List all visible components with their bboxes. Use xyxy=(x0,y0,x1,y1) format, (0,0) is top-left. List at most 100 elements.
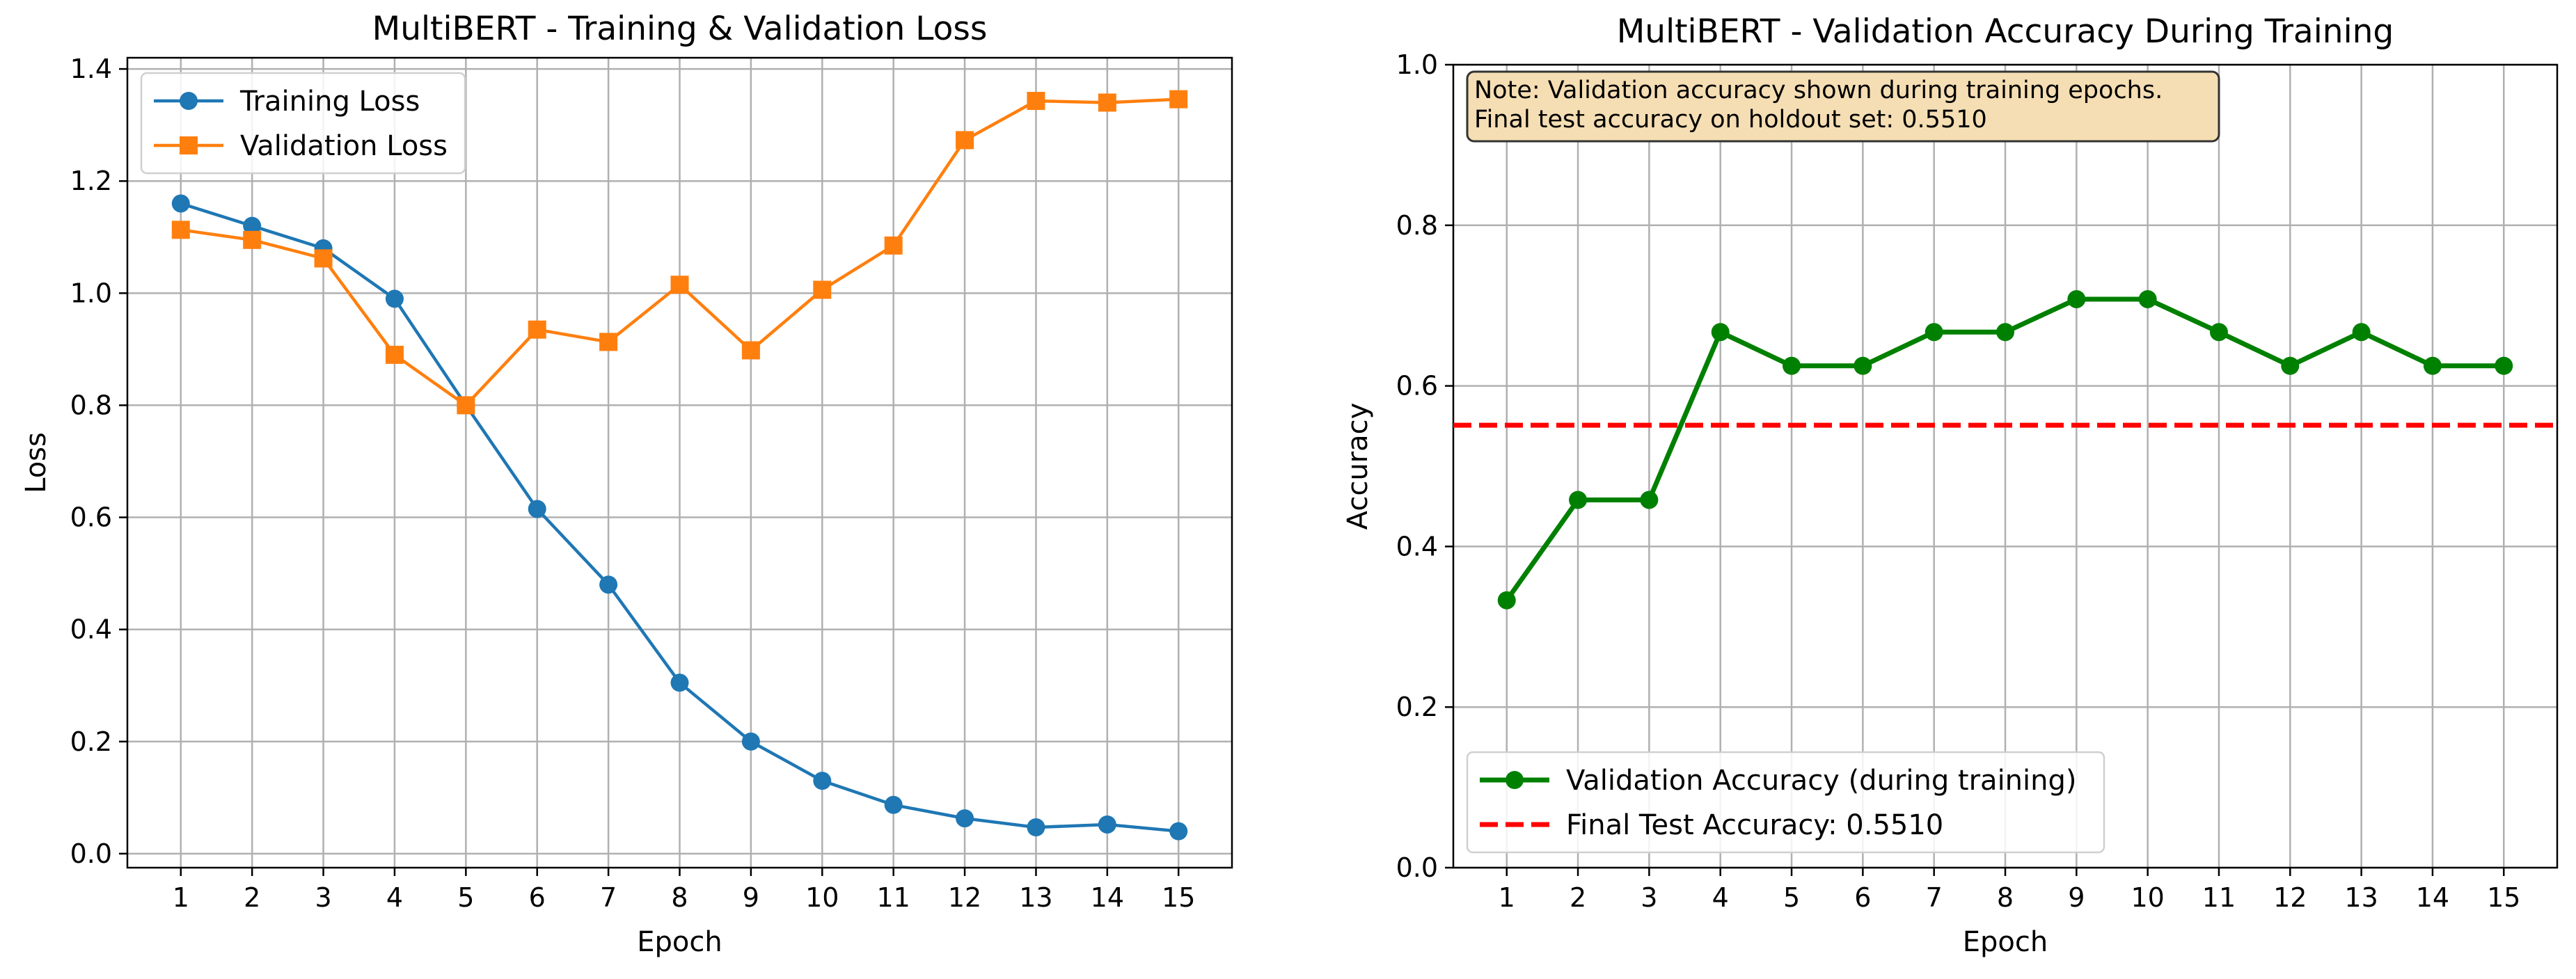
x-tick-label: 1 xyxy=(1499,882,1515,913)
data-point xyxy=(1497,591,1516,610)
data-point xyxy=(813,772,832,790)
data-point xyxy=(1640,491,1659,509)
note-box xyxy=(1466,70,2220,143)
data-point xyxy=(1027,818,1045,837)
x-tick-label: 7 xyxy=(600,882,617,913)
x-tick-label: 6 xyxy=(1854,882,1871,913)
legend: Validation Accuracy (during training) Fin… xyxy=(1466,751,2105,854)
x-tick-label: 7 xyxy=(1926,882,1943,913)
data-point xyxy=(457,396,475,415)
y-tick-label: 0.4 xyxy=(70,614,112,645)
data-point xyxy=(314,249,333,268)
data-point xyxy=(1169,90,1188,109)
chart-panel-1: 1 2 3 4 5 6 7 8 9 10 11 12 13 14 150.00.20.40.60.81.01… xyxy=(20,10,1233,958)
legend-label: Validation Loss xyxy=(240,130,448,162)
y-axis-label: Accuracy xyxy=(1342,403,1374,530)
data-point xyxy=(1996,323,2014,342)
data-point xyxy=(741,341,760,360)
x-tick-label: 2 xyxy=(244,882,260,913)
chart-panel-2: 1 2 3 4 5 6 7 8 9 10 11 12 13 14 150.00.20.40.60.81.0M… xyxy=(1342,13,2559,958)
legend-label: Validation Accuracy (during training) xyxy=(1566,765,2077,797)
y-tick-label: 0.0 xyxy=(1396,852,1438,883)
x-tick-label: 10 xyxy=(805,882,839,913)
x-tick-label: 1 xyxy=(173,882,189,913)
data-point xyxy=(2495,356,2513,375)
data-point xyxy=(1569,491,1588,509)
data-point xyxy=(171,194,190,213)
x-tick-label: 2 xyxy=(1570,882,1586,913)
data-point xyxy=(670,276,689,294)
y-tick-label: 0.4 xyxy=(1396,531,1438,562)
note-line: Final test accuracy on holdout set: 0.55… xyxy=(1474,106,1987,134)
legend-label: Training Loss xyxy=(239,86,420,118)
data-point xyxy=(2209,323,2228,342)
data-point xyxy=(2138,289,2157,308)
x-axis-label: Epoch xyxy=(1963,926,2048,958)
data-point xyxy=(599,575,618,594)
data-point xyxy=(956,131,974,150)
x-tick-label: 8 xyxy=(1997,882,2014,913)
y-tick-label: 0.2 xyxy=(1396,692,1438,722)
data-point xyxy=(1711,323,1730,342)
x-tick-label: 11 xyxy=(876,882,910,913)
data-point xyxy=(599,333,618,351)
note-line: Note: Validation accuracy shown during t… xyxy=(1474,77,2163,104)
data-point xyxy=(670,674,689,692)
data-point xyxy=(884,236,903,255)
data-point xyxy=(1027,92,1045,111)
legend-swatch-marker xyxy=(1506,771,1524,789)
y-tick-label: 0.6 xyxy=(70,502,112,533)
data-point xyxy=(385,345,404,364)
x-tick-label: 14 xyxy=(2416,882,2449,913)
x-tick-label: 12 xyxy=(948,882,981,913)
x-tick-label: 14 xyxy=(1091,882,1124,913)
y-tick-label: 0.8 xyxy=(70,390,112,420)
data-point xyxy=(813,280,832,299)
data-point xyxy=(171,221,190,239)
legend: Training Loss Validation Loss xyxy=(140,72,466,175)
x-tick-label: 3 xyxy=(1641,882,1657,913)
data-point xyxy=(385,289,404,308)
y-tick-label: 0.2 xyxy=(70,726,112,757)
note-annotation: Note: Validation accuracy shown during t… xyxy=(1466,70,2220,143)
data-point xyxy=(2281,356,2300,375)
data-point xyxy=(956,809,974,828)
x-tick-label: 13 xyxy=(2344,882,2378,913)
data-point xyxy=(1169,822,1188,841)
data-point xyxy=(1925,323,1943,342)
legend-swatch-marker xyxy=(180,136,198,154)
data-point xyxy=(884,795,903,814)
y-tick-label: 1.0 xyxy=(1396,49,1438,80)
data-point xyxy=(741,732,760,751)
x-tick-label: 9 xyxy=(743,882,759,913)
data-point xyxy=(1098,93,1116,112)
x-tick-label: 4 xyxy=(386,882,403,913)
data-point xyxy=(2067,289,2086,308)
y-tick-label: 0.0 xyxy=(70,838,112,869)
data-point xyxy=(1098,815,1116,834)
x-tick-label: 8 xyxy=(671,882,688,913)
x-tick-label: 15 xyxy=(1162,882,1195,913)
x-tick-label: 5 xyxy=(1783,882,1800,913)
x-tick-label: 4 xyxy=(1712,882,1729,913)
data-point xyxy=(1854,356,1872,375)
series-validation-loss xyxy=(171,90,1188,415)
data-point xyxy=(2423,356,2442,375)
y-tick-label: 0.6 xyxy=(1396,371,1438,401)
y-tick-label: 1.0 xyxy=(70,278,112,308)
x-tick-label: 3 xyxy=(315,882,331,913)
y-tick-label: 1.4 xyxy=(70,54,112,84)
legend-box xyxy=(1466,751,2105,854)
x-tick-label: 6 xyxy=(529,882,546,913)
legend-swatch-marker xyxy=(180,92,198,110)
chart-title: MultiBERT - Training & Validation Loss xyxy=(372,10,988,48)
data-point xyxy=(528,500,546,518)
legend-label: Final Test Accuracy: 0.5510 xyxy=(1566,809,1943,841)
data-point xyxy=(1783,356,1801,375)
data-point xyxy=(528,320,546,339)
x-tick-label: 13 xyxy=(1019,882,1052,913)
x-tick-label: 15 xyxy=(2487,882,2520,913)
series-validation-accuracy-during-training xyxy=(1497,289,2513,610)
data-point xyxy=(2352,323,2371,342)
